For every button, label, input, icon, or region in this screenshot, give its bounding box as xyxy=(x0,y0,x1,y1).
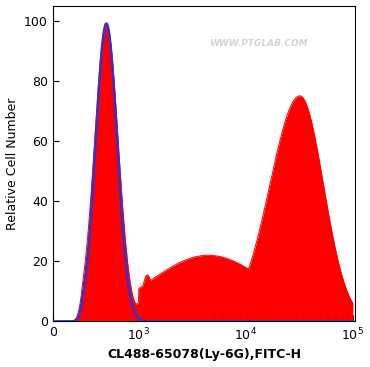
Text: WWW.PTGLAB.COM: WWW.PTGLAB.COM xyxy=(209,39,308,48)
X-axis label: CL488-65078(Ly-6G),FITC-H: CL488-65078(Ly-6G),FITC-H xyxy=(107,348,301,361)
Y-axis label: Relative Cell Number: Relative Cell Number xyxy=(6,97,18,230)
